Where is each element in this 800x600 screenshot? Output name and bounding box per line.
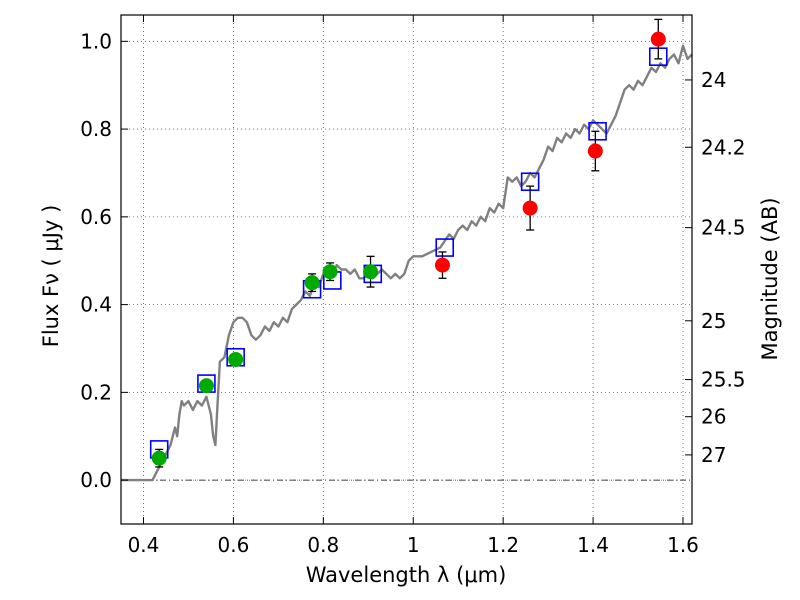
- grid-lines: [121, 15, 692, 524]
- x-tick-label-2: 0.8: [307, 533, 339, 557]
- y-tick-label-4: 0.8: [80, 117, 112, 141]
- y-tick-label-2: 0.4: [80, 293, 112, 317]
- x-tick-label-4: 1.2: [487, 533, 519, 557]
- red-point-2: [587, 143, 603, 159]
- sed-curve: [121, 44, 693, 482]
- x-tick-label-6: 1.6: [667, 533, 699, 557]
- mag-tick-label-3: 25: [701, 309, 726, 333]
- mag-tick-label-1: 24.2: [701, 135, 746, 159]
- mag-tick-label-0: 24: [701, 68, 726, 92]
- green-point-4: [322, 264, 338, 280]
- y-tick-label-0: 0.0: [80, 468, 112, 492]
- model-square-6: [435, 238, 455, 257]
- x-tick-label-1: 0.6: [217, 533, 249, 557]
- error-bars: [155, 18, 663, 468]
- x-axis-ticks: 0.4 0.6 0.8 1 1.2 1.4 1.6: [128, 15, 699, 557]
- y-axis-label: Flux Fν ( μJy ): [39, 205, 63, 348]
- magnitude-axis-ticks: 24 24.2 24.5 25 25.5 26 27: [685, 68, 746, 467]
- mag-tick-label-4: 25.5: [701, 368, 746, 392]
- magnitude-axis-label: Magnitude (AB): [758, 197, 782, 360]
- y-axis-ticks: 0.0 0.2 0.4 0.6 0.8 1.0: [80, 29, 128, 492]
- plot-frame: [120, 14, 693, 525]
- model-squares: [149, 47, 668, 459]
- mag-tick-label-5: 26: [701, 405, 726, 429]
- mag-tick-label-6: 27: [701, 443, 726, 467]
- y-tick-label-1: 0.2: [80, 380, 112, 404]
- model-square-8: [588, 121, 607, 141]
- green-point-1: [198, 378, 214, 394]
- observed-points: [151, 31, 666, 466]
- sed-curve-group: [121, 44, 693, 482]
- x-tick-label-0: 0.4: [128, 533, 160, 557]
- green-point-0: [151, 450, 167, 466]
- red-point-3: [650, 31, 666, 47]
- mag-tick-label-2: 24.5: [701, 216, 746, 240]
- y-tick-label-3: 0.6: [80, 205, 112, 229]
- red-point-0: [434, 257, 450, 273]
- x-tick-label-3: 1: [407, 533, 420, 557]
- y-tick-label-5: 1.0: [80, 29, 112, 53]
- x-axis-label: Wavelength λ (μm): [306, 563, 507, 587]
- x-tick-label-5: 1.4: [577, 533, 609, 557]
- red-point-1: [522, 200, 538, 216]
- green-point-5: [363, 264, 379, 280]
- green-point-3: [304, 275, 320, 291]
- green-point-2: [228, 351, 244, 367]
